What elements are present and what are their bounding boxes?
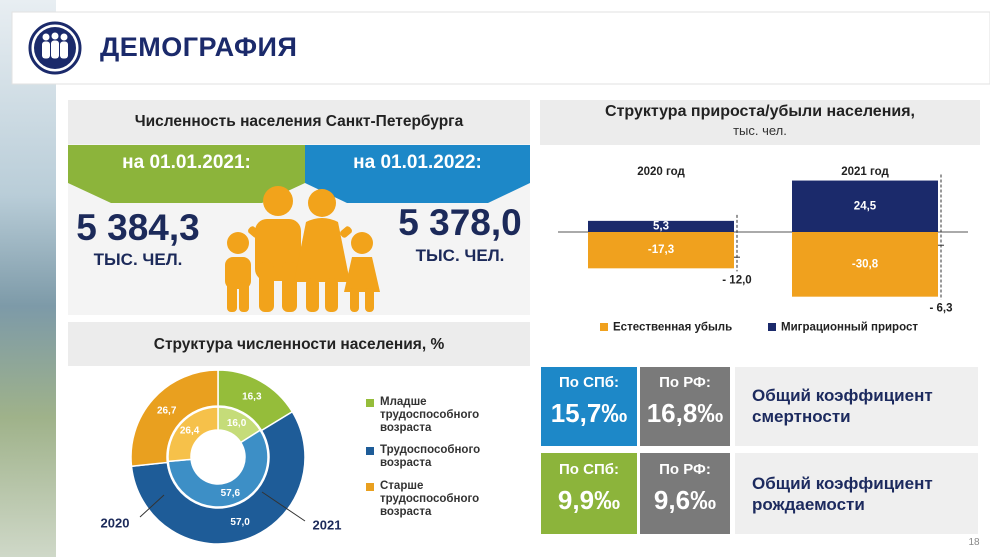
series-label: 2021 (313, 517, 342, 532)
bar-title-bar (540, 100, 980, 145)
background-photo (0, 0, 56, 557)
legend-label: Старше трудоспособного возраста (380, 480, 480, 518)
date-label: на 01.01.2021: (122, 152, 251, 173)
date-banner (68, 145, 305, 203)
rate-title-box (735, 453, 978, 534)
value-label: -17,3 (648, 244, 674, 256)
date-label: на 01.01.2022: (353, 152, 482, 173)
rate-label: По СПб: (559, 374, 619, 391)
value-label: 57,6 (221, 488, 241, 499)
page-number: 18 (968, 537, 980, 548)
series-label: 2020 (101, 515, 130, 530)
header-bar (11, 11, 990, 85)
value-label: 57,0 (230, 517, 250, 528)
rf-box (640, 367, 730, 446)
chart-title: Структура численности населения, % (153, 336, 445, 353)
population-value: 5 384,3 (76, 207, 200, 248)
family-icon (225, 186, 380, 312)
value-label: 26,4 (180, 426, 200, 437)
bar (792, 180, 938, 232)
bar (588, 232, 734, 269)
rate-title-box (735, 367, 978, 446)
legend-label: Трудоспособного возраста (380, 444, 481, 469)
legend-swatch (600, 323, 608, 331)
rate-value: 15,7‰ (550, 398, 628, 428)
population-value: 5 378,0 (398, 202, 522, 243)
legend-swatch (768, 323, 776, 331)
legend-label: Естественная убыль (613, 322, 732, 334)
value-label: 16,0 (227, 418, 247, 429)
leader-line (139, 494, 165, 518)
leader-line (261, 491, 306, 522)
total-label: - 6,3 (929, 303, 952, 315)
chart-title: Структура прироста/убыли населения, (605, 103, 915, 120)
total-label: - 12,0 (722, 274, 751, 286)
rf-box (640, 453, 730, 534)
donut-title-bar (68, 322, 530, 366)
donut-slice (130, 410, 306, 545)
category-label: 2020 год (637, 166, 685, 178)
panel-title: Численность населения Санкт-Петербурга (134, 113, 464, 130)
population-unit: ТЫС. ЧЕЛ. (93, 250, 183, 269)
population-title-bar (68, 100, 530, 144)
legend-swatch (366, 447, 374, 455)
legend-swatch (366, 483, 374, 491)
page-title: ДЕМОГРАФИЯ (100, 32, 298, 62)
chart-subtitle: тыс. чел. (733, 123, 787, 138)
spb-box (541, 367, 637, 446)
bar (588, 220, 734, 232)
rate-label: По СПб: (559, 461, 619, 478)
rate-value: 16,8‰ (646, 398, 724, 428)
value-label: 16,3 (242, 391, 262, 402)
legend-label: Младше трудоспособного возраста (380, 396, 480, 434)
category-label: 2021 год (841, 166, 889, 178)
rate-value: 9,6‰ (653, 485, 717, 515)
value-label: 5,3 (653, 220, 669, 232)
rate-label: По РФ: (659, 374, 711, 391)
bar (792, 232, 938, 297)
date-banner (305, 145, 530, 203)
value-label: 24,5 (854, 200, 877, 212)
header-icon (28, 21, 82, 75)
rate-title: Общий коэффициент рождаемости (752, 474, 933, 514)
value-label: 26,7 (157, 406, 177, 417)
donut-slice (167, 429, 269, 508)
rate-title: Общий коэффициент смертности (752, 386, 933, 426)
legend-swatch (366, 399, 374, 407)
population-unit: ТЫС. ЧЕЛ. (415, 246, 505, 265)
value-label: -30,8 (852, 258, 879, 270)
rate-label: По РФ: (659, 461, 711, 478)
legend-label: Миграционный прирост (781, 322, 918, 334)
rate-value: 9,9‰ (557, 485, 621, 515)
spb-box (541, 453, 637, 534)
donut-slice (167, 406, 219, 463)
